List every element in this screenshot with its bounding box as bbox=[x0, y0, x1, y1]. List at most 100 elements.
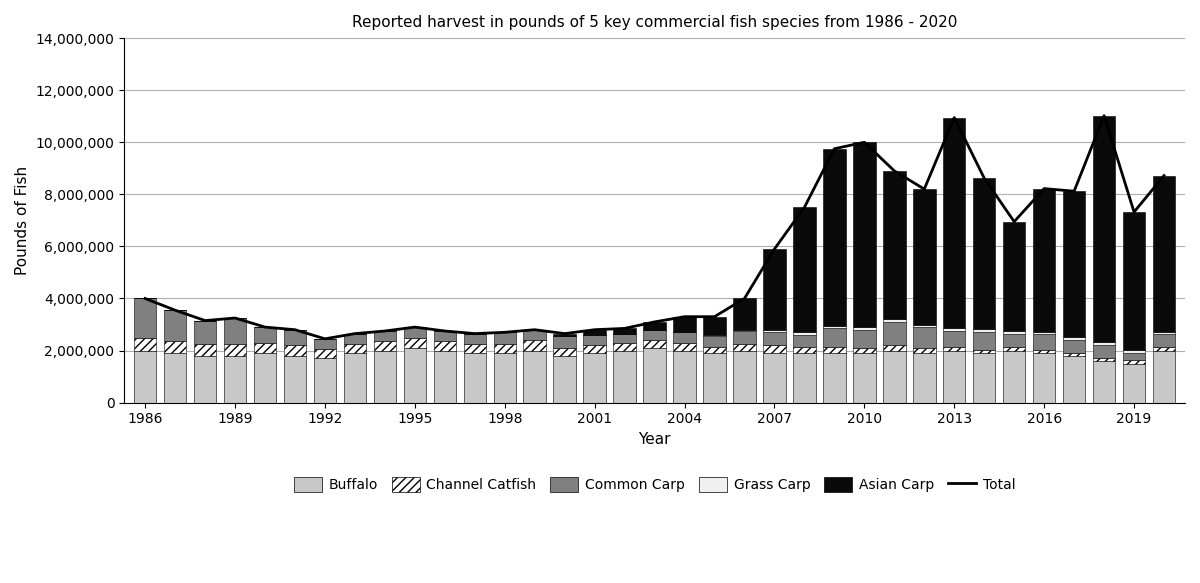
Bar bbox=[703, 347, 726, 353]
Total bbox=[707, 313, 721, 320]
Bar bbox=[673, 332, 696, 343]
Bar bbox=[1003, 331, 1026, 333]
Bar bbox=[523, 350, 546, 403]
Bar bbox=[1093, 115, 1115, 342]
Total bbox=[647, 318, 661, 325]
Total bbox=[558, 330, 572, 337]
Bar bbox=[1033, 350, 1055, 353]
Total bbox=[468, 330, 482, 337]
Total bbox=[887, 167, 901, 174]
Bar bbox=[223, 344, 246, 356]
Bar bbox=[733, 331, 756, 344]
Bar bbox=[313, 359, 336, 403]
Total bbox=[258, 324, 272, 331]
Bar bbox=[703, 336, 726, 347]
Bar bbox=[373, 331, 396, 342]
Bar bbox=[973, 178, 996, 329]
Bar bbox=[853, 142, 876, 327]
Bar bbox=[613, 328, 636, 333]
Bar bbox=[943, 328, 966, 331]
Bar bbox=[283, 356, 306, 403]
Bar bbox=[1063, 356, 1085, 403]
Bar bbox=[433, 350, 456, 403]
Total bbox=[198, 317, 212, 324]
Bar bbox=[913, 327, 936, 348]
Bar bbox=[1153, 350, 1175, 403]
Bar bbox=[703, 353, 726, 403]
Total bbox=[737, 295, 751, 302]
Bar bbox=[793, 353, 816, 403]
Total bbox=[168, 307, 182, 314]
Bar bbox=[613, 350, 636, 403]
Bar bbox=[883, 350, 906, 403]
Total bbox=[947, 114, 961, 121]
Total bbox=[917, 185, 931, 192]
Bar bbox=[1123, 353, 1145, 360]
Bar bbox=[1093, 342, 1115, 345]
Legend: Buffalo, Channel Catfish, Common Carp, Grass Carp, Asian Carp, Total: Buffalo, Channel Catfish, Common Carp, G… bbox=[288, 472, 1021, 498]
Total bbox=[588, 326, 602, 333]
Bar bbox=[403, 338, 426, 348]
Bar bbox=[1153, 332, 1175, 335]
Total bbox=[438, 328, 452, 335]
Total bbox=[1037, 185, 1051, 192]
Bar bbox=[253, 327, 276, 343]
Bar bbox=[253, 343, 276, 353]
Bar bbox=[763, 249, 786, 330]
Total bbox=[288, 326, 302, 333]
Total bbox=[1007, 218, 1021, 225]
Bar bbox=[134, 298, 156, 338]
Bar bbox=[194, 321, 216, 344]
Bar bbox=[943, 350, 966, 403]
Bar bbox=[973, 353, 996, 403]
Bar bbox=[164, 353, 186, 403]
Bar bbox=[1063, 337, 1085, 340]
Total bbox=[977, 175, 991, 182]
Bar bbox=[313, 339, 336, 349]
Bar bbox=[1033, 332, 1055, 335]
Title: Reported harvest in pounds of 5 key commercial fish species from 1986 - 2020: Reported harvest in pounds of 5 key comm… bbox=[352, 15, 958, 30]
Total bbox=[498, 329, 512, 336]
Bar bbox=[463, 333, 486, 344]
Bar bbox=[523, 340, 546, 350]
Bar bbox=[433, 331, 456, 342]
Bar bbox=[823, 149, 846, 326]
Bar bbox=[1063, 353, 1085, 356]
Bar bbox=[763, 330, 786, 332]
Bar bbox=[1123, 212, 1145, 350]
Bar bbox=[403, 348, 426, 403]
Bar bbox=[643, 322, 666, 330]
Bar bbox=[343, 344, 366, 353]
Bar bbox=[643, 330, 666, 340]
Bar bbox=[853, 327, 876, 330]
Total bbox=[528, 326, 542, 333]
Bar bbox=[793, 335, 816, 347]
Bar bbox=[703, 317, 726, 335]
Bar bbox=[1093, 361, 1115, 403]
Bar bbox=[853, 353, 876, 403]
Bar bbox=[973, 329, 996, 332]
Bar bbox=[1123, 350, 1145, 353]
Bar bbox=[973, 350, 996, 353]
Bar bbox=[973, 332, 996, 350]
Bar bbox=[493, 344, 516, 353]
Bar bbox=[613, 333, 636, 343]
Bar bbox=[253, 353, 276, 403]
Bar bbox=[673, 317, 696, 332]
Bar bbox=[583, 353, 606, 403]
Line: Total: Total bbox=[145, 115, 1164, 339]
Bar bbox=[913, 325, 936, 327]
Bar bbox=[283, 345, 306, 356]
Total bbox=[138, 295, 152, 302]
Bar bbox=[583, 335, 606, 345]
Bar bbox=[883, 322, 906, 345]
Bar bbox=[643, 340, 666, 348]
Bar bbox=[194, 356, 216, 403]
Bar bbox=[283, 330, 306, 345]
Bar bbox=[793, 208, 816, 332]
Total bbox=[228, 314, 242, 321]
Bar bbox=[823, 328, 846, 347]
Bar bbox=[1003, 347, 1026, 350]
X-axis label: Year: Year bbox=[638, 432, 671, 447]
Total bbox=[1067, 188, 1081, 195]
